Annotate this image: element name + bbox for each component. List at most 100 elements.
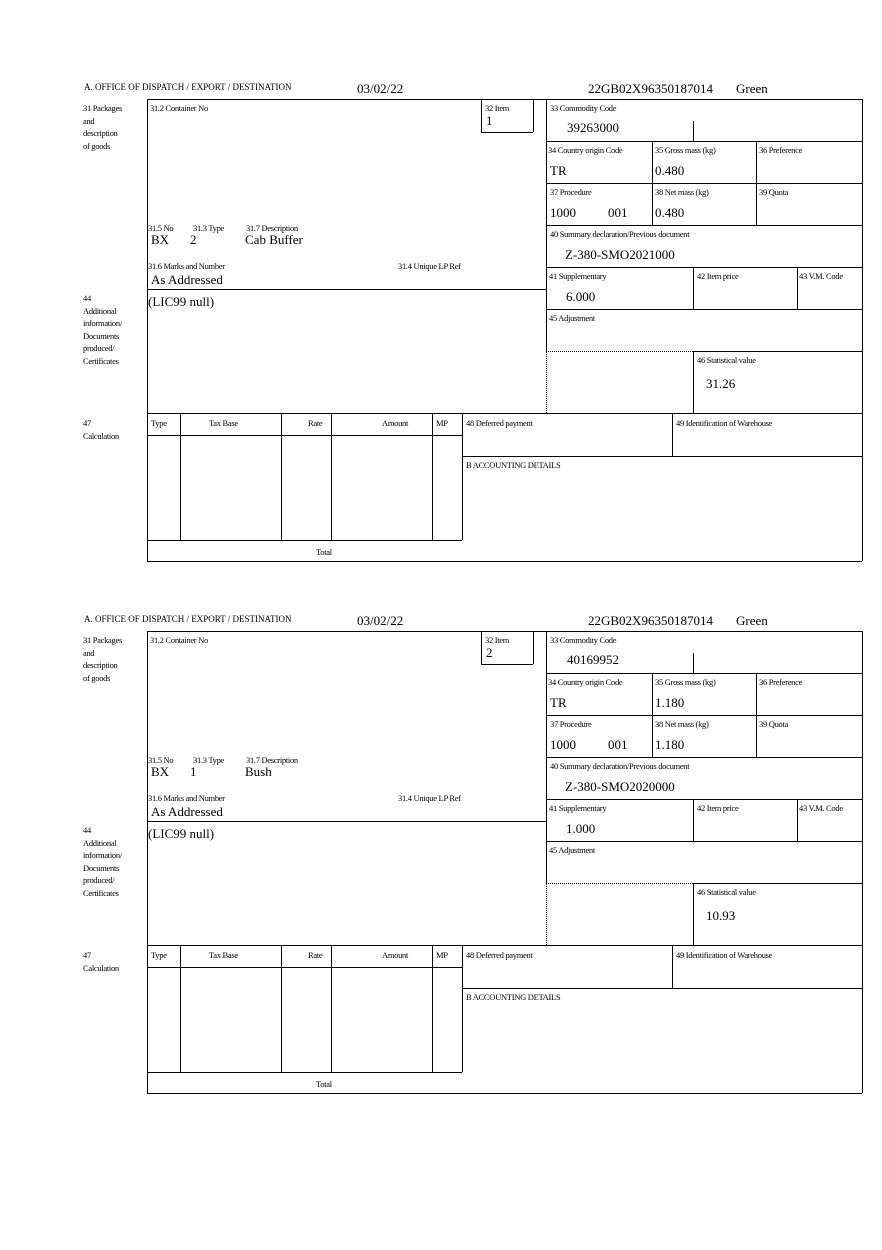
- marks-label: 31.6 Marks and Number: [148, 793, 225, 803]
- office-heading: A. OFFICE OF DISPATCH / EXPORT / DESTINA…: [84, 614, 292, 624]
- rule: [693, 799, 694, 841]
- warehouse-label: 49 Identification of Warehouse: [676, 950, 773, 960]
- box44-label: produced/: [83, 343, 115, 353]
- procedure-extra: 001: [608, 737, 628, 752]
- rule: [147, 967, 462, 968]
- summary-declaration: Z-380-SMO2021000: [565, 247, 675, 262]
- declaration-reference: 22GB02X96350187014: [588, 613, 713, 628]
- type-label: 31.3 Type: [193, 755, 225, 765]
- vm-code-label: 43 V.M. Code: [799, 271, 843, 281]
- accounting-details-label: B ACCOUNTING DETAILS: [466, 992, 561, 1002]
- statistical-value-label: 46 Statistical value: [697, 355, 756, 365]
- net-mass: 0.480: [655, 205, 685, 220]
- gross-mass: 1.180: [655, 695, 685, 710]
- rule: [652, 141, 653, 225]
- total-label: Total: [316, 547, 332, 557]
- rule: [281, 413, 282, 540]
- box44-label: Certificates: [83, 355, 119, 366]
- supplementary-label: 41 Supplementary: [549, 803, 607, 813]
- gross-mass-label: 35 Gross mass (kg): [655, 145, 716, 155]
- quota-label: 39 Quota: [759, 187, 788, 197]
- rule: [147, 413, 862, 414]
- statistical-value: 10.93: [706, 908, 736, 923]
- box44-label: Additional: [83, 837, 117, 848]
- preference-label: 36 Preference: [759, 677, 803, 687]
- rule: [546, 225, 862, 226]
- rule: [672, 413, 673, 456]
- unique-lp-label: 31.4 Unique LP Ref: [398, 261, 461, 271]
- rule: [481, 631, 482, 664]
- item-number: 2: [486, 645, 493, 660]
- adjustment-label: 45 Adjustment: [549, 313, 595, 323]
- rule: [546, 183, 862, 184]
- declaration-item-form: A. OFFICE OF DISPATCH / EXPORT / DESTINA…: [0, 607, 882, 1107]
- rule: [147, 631, 862, 632]
- rule: [546, 757, 862, 758]
- box31-label: description: [83, 128, 118, 138]
- package-no: BX: [151, 764, 170, 779]
- box44-label: information/: [83, 850, 122, 860]
- rule: [546, 841, 862, 842]
- box31-label: 31 Packages: [83, 635, 122, 645]
- marks-value: As Addressed: [151, 272, 223, 287]
- box47-label: Calculation: [83, 430, 119, 441]
- date: 03/02/22: [357, 613, 404, 628]
- rule: [462, 413, 463, 540]
- rule: [533, 631, 534, 664]
- procedure-label: 37 Procedure: [550, 187, 592, 197]
- statistical-value: 31.26: [706, 376, 736, 391]
- rule: [546, 267, 862, 268]
- rule: [462, 945, 463, 1072]
- deferred-payment-label: 48 Deferred payment: [466, 950, 533, 960]
- box44-label: 44: [83, 825, 91, 835]
- rule: [756, 141, 757, 225]
- rule: [546, 883, 547, 945]
- rule: [147, 561, 862, 562]
- total-label: Total: [316, 1079, 332, 1089]
- rule: [147, 1093, 862, 1094]
- rule: [331, 945, 332, 1072]
- supplementary-units: 6.000: [566, 289, 596, 304]
- rule: [462, 456, 862, 457]
- rule: [147, 1072, 462, 1073]
- office-heading: A. OFFICE OF DISPATCH / EXPORT / DESTINA…: [84, 82, 292, 92]
- gross-mass-label: 35 Gross mass (kg): [655, 677, 716, 687]
- container-no-label: 31.2 Container No: [150, 635, 208, 645]
- route: Green: [736, 613, 768, 628]
- box47-label: Calculation: [83, 962, 119, 973]
- rule: [481, 132, 533, 133]
- calc-column-header: Amount: [382, 418, 409, 428]
- box31-label: of goods: [83, 672, 111, 683]
- commodity-code: 39263000: [567, 120, 619, 135]
- marks-label: 31.6 Marks and Number: [148, 261, 225, 271]
- box31-label: description: [83, 660, 118, 670]
- calc-column-header: MP: [436, 950, 448, 960]
- item-label: 32 Item: [485, 103, 510, 113]
- goods-description: Cab Buffer: [245, 232, 303, 247]
- rule: [797, 799, 798, 841]
- rule: [862, 99, 863, 561]
- box31-label: of goods: [83, 140, 111, 151]
- rule: [180, 945, 181, 1072]
- procedure: 1000: [550, 205, 576, 220]
- summary-declaration-label: 40 Summary declaration/Previous document: [550, 229, 690, 239]
- preference-label: 36 Preference: [759, 145, 803, 155]
- net-mass: 1.180: [655, 737, 685, 752]
- rule: [546, 309, 862, 310]
- box31-label: and: [83, 115, 95, 126]
- rule: [756, 673, 757, 757]
- box31-label: and: [83, 647, 95, 658]
- calc-column-header: Tax Base: [209, 950, 238, 960]
- rule: [546, 351, 693, 352]
- rule: [862, 631, 863, 1093]
- rule: [546, 715, 862, 716]
- rule: [180, 413, 181, 540]
- commodity-code-label: 33 Commodity Code: [550, 103, 617, 113]
- box31-label: 31 Packages: [83, 103, 122, 113]
- item-price-label: 42 Item price: [697, 803, 739, 813]
- supplementary-units: 1.000: [566, 821, 596, 836]
- commodity-code-label: 33 Commodity Code: [550, 635, 617, 645]
- calc-column-header: Type: [151, 418, 167, 428]
- rule: [546, 141, 862, 142]
